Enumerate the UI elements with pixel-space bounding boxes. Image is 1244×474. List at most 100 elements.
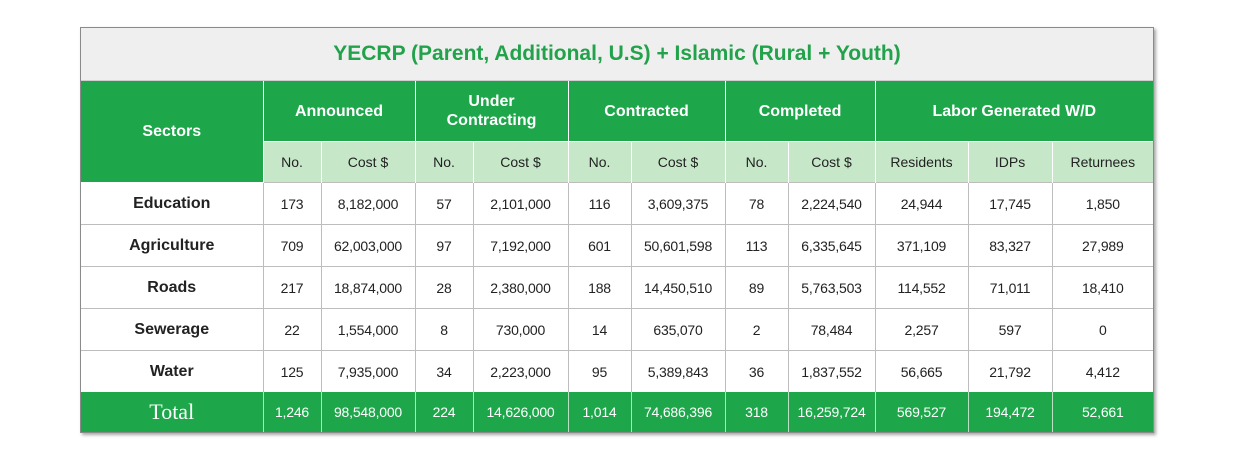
table-cell: 36 <box>724 350 789 392</box>
sector-name: Education <box>81 182 263 225</box>
header-announced: Announced <box>262 81 415 142</box>
table-cell: 71,011 <box>967 266 1053 309</box>
table-cell: 730,000 <box>472 308 568 351</box>
table-cell: 78,484 <box>787 308 876 351</box>
subheader-cell: Residents <box>874 141 969 183</box>
total-cell: 74,686,396 <box>630 392 726 432</box>
sector-name: Roads <box>81 266 263 309</box>
subheader-cell: No. <box>567 141 631 183</box>
table-cell: 125 <box>262 350 321 392</box>
table-cell: 7,935,000 <box>320 350 415 392</box>
table-cell: 17,745 <box>967 182 1053 225</box>
table-cell: 8,182,000 <box>320 182 415 225</box>
table-cell: 2,380,000 <box>472 266 568 309</box>
table-cell: 18,874,000 <box>320 266 415 309</box>
table-cell: 14 <box>567 308 631 351</box>
table-cell: 22 <box>262 308 321 351</box>
table-cell: 34 <box>414 350 473 392</box>
table-cell: 4,412 <box>1051 350 1154 392</box>
sector-name: Water <box>81 350 263 392</box>
total-cell: 1,014 <box>567 392 631 432</box>
table-cell: 50,601,598 <box>630 224 726 267</box>
table-cell: 1,554,000 <box>320 308 415 351</box>
table-cell: 217 <box>262 266 321 309</box>
table-cell: 709 <box>262 224 321 267</box>
total-label: Total <box>81 392 263 432</box>
table-cell: 116 <box>567 182 631 225</box>
table-cell: 3,609,375 <box>630 182 726 225</box>
table-cell: 14,450,510 <box>630 266 726 309</box>
total-cell: 52,661 <box>1051 392 1154 432</box>
total-cell: 194,472 <box>967 392 1053 432</box>
header-sectors: Sectors <box>81 81 263 183</box>
table-cell: 601 <box>567 224 631 267</box>
table-cell: 97 <box>414 224 473 267</box>
table-cell: 28 <box>414 266 473 309</box>
header-contracted: Contracted <box>567 81 726 142</box>
total-cell: 98,548,000 <box>320 392 415 432</box>
subheader-cell: Cost $ <box>472 141 568 183</box>
table-cell: 2,101,000 <box>472 182 568 225</box>
table-row: Education 173 8,182,000 57 2,101,000 116 3,609… <box>81 182 1154 225</box>
table-cell: 83,327 <box>967 224 1053 267</box>
table-cell: 1,837,552 <box>787 350 876 392</box>
header-labor-generated: Labor Generated W/D <box>874 81 1154 142</box>
total-cell: 318 <box>724 392 789 432</box>
total-row: Total 1,246 98,548,000 224 14,626,000 1,… <box>81 392 1154 432</box>
header-under-contracting-label: Under Contracting <box>446 93 537 129</box>
subheader-cell: Cost $ <box>630 141 726 183</box>
table-cell: 2,224,540 <box>787 182 876 225</box>
table-cell: 6,335,645 <box>787 224 876 267</box>
table-title: YECRP (Parent, Additional, U.S) + Islami… <box>81 28 1153 81</box>
table-row: Water 125 7,935,000 34 2,223,000 95 5,389,843 3… <box>81 350 1154 392</box>
subheader-cell: Cost $ <box>320 141 415 183</box>
table-cell: 0 <box>1051 308 1154 351</box>
table-cell: 8 <box>414 308 473 351</box>
table-cell: 1,850 <box>1051 182 1154 225</box>
table-row: Roads 217 18,874,000 28 2,380,000 188 14,450,5… <box>81 266 1154 309</box>
sector-name: Sewerage <box>81 308 263 351</box>
header-row-groups: Sectors Announced Under Contracting Cont… <box>81 81 1154 183</box>
table-body: Education 173 8,182,000 57 2,101,000 116 3,609… <box>81 182 1154 392</box>
header-under-contracting: Under Contracting <box>414 81 568 142</box>
table-cell: 371,109 <box>874 224 969 267</box>
table-cell: 2,223,000 <box>472 350 568 392</box>
total-cell: 16,259,724 <box>787 392 876 432</box>
table-cell: 188 <box>567 266 631 309</box>
table-cell: 5,763,503 <box>787 266 876 309</box>
table-cell: 78 <box>724 182 789 225</box>
sector-name: Agriculture <box>81 224 263 267</box>
subheader-cell: No. <box>414 141 473 183</box>
table-cell: 89 <box>724 266 789 309</box>
table-cell: 21,792 <box>967 350 1053 392</box>
table-row: Sewerage 22 1,554,000 8 730,000 14 635,070 2 78,… <box>81 308 1154 351</box>
total-cell: 14,626,000 <box>472 392 568 432</box>
total-cell: 224 <box>414 392 473 432</box>
table-cell: 635,070 <box>630 308 726 351</box>
subheader-cell: No. <box>262 141 321 183</box>
table-cell: 56,665 <box>874 350 969 392</box>
table-cell: 24,944 <box>874 182 969 225</box>
subheader-cell: Returnees <box>1051 141 1154 183</box>
subheader-cell: IDPs <box>967 141 1053 183</box>
table-cell: 114,552 <box>874 266 969 309</box>
table-cell: 173 <box>262 182 321 225</box>
table-row: Agriculture 709 62,003,000 97 7,192,000 601 50… <box>81 224 1154 267</box>
subheader-cell: Cost $ <box>787 141 876 183</box>
table-cell: 57 <box>414 182 473 225</box>
table-cell: 597 <box>967 308 1053 351</box>
total-cell: 569,527 <box>874 392 969 432</box>
subheader-cell: No. <box>724 141 789 183</box>
table-cell: 27,989 <box>1051 224 1154 267</box>
table-cell: 62,003,000 <box>320 224 415 267</box>
header-row-subcolumns: No. Cost $ No. Cost $ No. Cost $ No. Cos… <box>81 141 1154 183</box>
table-cell: 2,257 <box>874 308 969 351</box>
table-cell: 113 <box>724 224 789 267</box>
header-completed: Completed <box>724 81 876 142</box>
summary-table-card: YECRP (Parent, Additional, U.S) + Islami… <box>80 27 1154 433</box>
table-cell: 2 <box>724 308 789 351</box>
table-cell: 5,389,843 <box>630 350 726 392</box>
total-cell: 1,246 <box>262 392 321 432</box>
table-cell: 7,192,000 <box>472 224 568 267</box>
table-cell: 95 <box>567 350 631 392</box>
